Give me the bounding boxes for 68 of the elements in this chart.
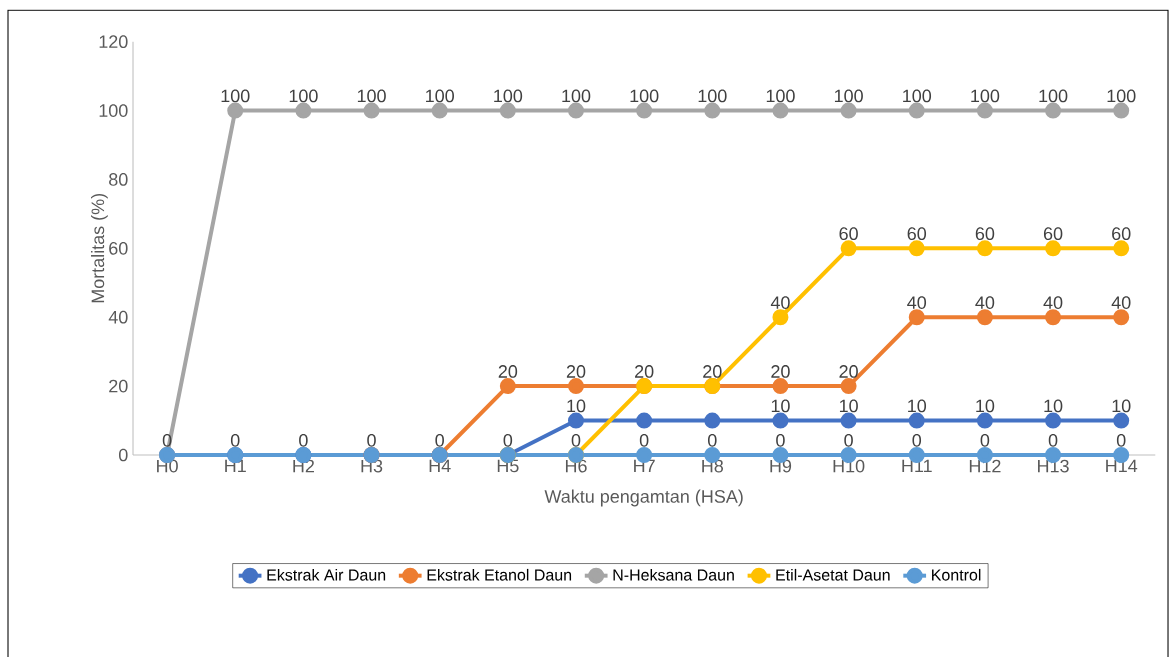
- y-tick-label: 40: [108, 310, 128, 324]
- x-axis-title: Waktu pengamtan (HSA): [544, 489, 743, 507]
- data-label: 0: [299, 433, 308, 447]
- data-label: 60: [1043, 227, 1063, 241]
- data-label: 0: [571, 433, 581, 447]
- data-label: 10: [908, 399, 927, 413]
- data-label: 0: [503, 433, 513, 447]
- data-label: 100: [426, 89, 454, 103]
- data-label: 40: [770, 296, 790, 309]
- legend-label: Etil-Asetat Daun: [776, 568, 890, 581]
- data-label: 0: [844, 433, 853, 447]
- y-tick-label: 60: [109, 241, 128, 255]
- data-label: 0: [435, 433, 444, 447]
- data-label: 60: [975, 227, 995, 241]
- data-label: 100: [494, 89, 523, 103]
- data-label: 0: [639, 433, 649, 447]
- data-label: 10: [1112, 399, 1131, 413]
- data-label: 100: [562, 89, 591, 103]
- data-label: 0: [912, 433, 922, 447]
- data-label: 10: [976, 399, 995, 413]
- data-label: 100: [834, 89, 863, 103]
- data-label: 10: [567, 399, 586, 413]
- data-label: 40: [975, 296, 995, 309]
- data-label: 20: [566, 365, 586, 378]
- data-label: 0: [708, 433, 717, 447]
- data-label: 100: [630, 89, 659, 103]
- y-axis-title: Mortalitas (%): [91, 193, 108, 303]
- y-tick-label: 80: [109, 173, 128, 186]
- x-tick-label: H6: [565, 459, 587, 473]
- legend-label: N-Heksana Daun: [613, 568, 734, 581]
- data-label: 100: [289, 89, 318, 103]
- data-label: 40: [1111, 296, 1131, 309]
- legend-label: Ekstrak Air Daun: [267, 568, 386, 581]
- data-label: 20: [703, 365, 722, 378]
- data-label: 100: [221, 89, 250, 103]
- y-tick-label: 20: [109, 379, 128, 393]
- data-label: 60: [907, 227, 927, 241]
- data-label: 0: [776, 433, 785, 447]
- data-label: 0: [230, 433, 240, 447]
- data-label: 0: [367, 433, 376, 447]
- data-label: 10: [1044, 399, 1063, 413]
- data-label: 100: [766, 89, 795, 103]
- data-label: 20: [771, 365, 790, 378]
- data-label: 0: [162, 433, 172, 447]
- data-label: 10: [839, 399, 858, 413]
- data-label: 100: [903, 89, 932, 103]
- data-label: 100: [357, 89, 386, 103]
- data-label: 60: [1112, 227, 1131, 241]
- y-tick-label: 0: [118, 448, 128, 462]
- data-label: 20: [498, 365, 518, 378]
- data-label: 100: [1107, 89, 1136, 103]
- data-label: 40: [907, 296, 927, 309]
- data-label: 0: [980, 433, 990, 447]
- data-label: 0: [1048, 433, 1058, 447]
- data-label: 100: [1039, 89, 1068, 103]
- data-label: 0: [1116, 433, 1126, 447]
- data-label: 100: [698, 89, 727, 103]
- data-label: 20: [839, 365, 858, 378]
- legend-label: Ekstrak Etanol Daun: [427, 568, 572, 581]
- y-tick-label: 100: [99, 104, 128, 117]
- data-label: 40: [1043, 296, 1063, 309]
- legend-label: Kontrol: [932, 568, 981, 581]
- data-label: 100: [971, 89, 1000, 103]
- data-label: 20: [635, 365, 654, 378]
- data-label: 10: [771, 399, 790, 413]
- y-tick-label: 120: [99, 35, 128, 49]
- x-tick-label: H8: [702, 459, 724, 473]
- data-label: 60: [839, 227, 858, 241]
